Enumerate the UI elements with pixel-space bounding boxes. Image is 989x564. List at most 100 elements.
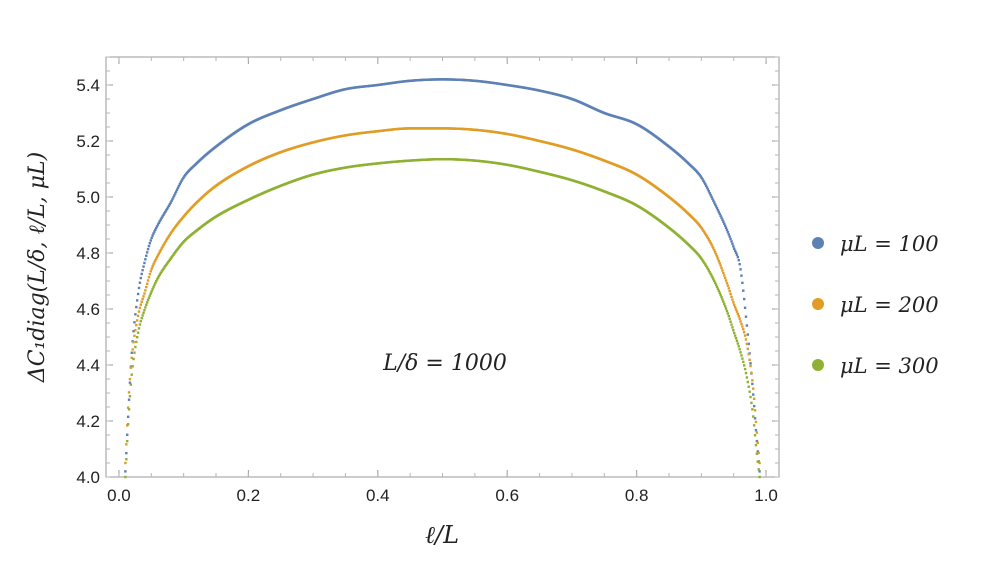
data-point	[737, 314, 740, 318]
data-point	[726, 284, 730, 287]
data-point	[126, 422, 130, 426]
data-point	[733, 334, 737, 337]
data-point	[151, 234, 154, 237]
data-point	[727, 287, 730, 290]
data-point	[702, 179, 705, 182]
data-point	[142, 311, 145, 315]
x-tick-label: 0.2	[237, 486, 261, 505]
data-point	[740, 354, 743, 357]
data-point	[721, 269, 724, 272]
data-point	[725, 281, 729, 285]
series-2	[124, 127, 761, 465]
y-axis: 4.0 4.2 4.4 4.6 4.8 5.0 5.2 5.4	[76, 56, 779, 487]
data-point	[153, 230, 156, 233]
data-point	[166, 236, 170, 239]
data-point	[719, 293, 722, 297]
data-point	[154, 281, 157, 285]
data-point	[159, 248, 162, 252]
data-point	[735, 339, 739, 343]
data-point	[129, 366, 133, 369]
data-point	[178, 183, 181, 186]
data-point	[168, 258, 172, 262]
data-point	[161, 245, 164, 249]
data-point	[749, 362, 752, 365]
data-point	[149, 270, 152, 273]
data-point	[723, 276, 727, 280]
data-point	[124, 470, 127, 473]
legend-marker	[812, 298, 824, 310]
data-point	[713, 203, 717, 206]
y-tick-label: 4.6	[76, 300, 100, 319]
data-point	[165, 207, 169, 211]
data-point	[757, 451, 760, 455]
data-point	[723, 302, 726, 306]
data-point	[130, 356, 133, 360]
data-point	[725, 228, 729, 232]
data-point	[150, 267, 153, 270]
data-point	[717, 259, 721, 263]
data-point	[720, 266, 723, 270]
data-point	[745, 342, 749, 346]
data-point	[159, 218, 162, 221]
data-point	[156, 254, 160, 257]
legend-marker	[812, 359, 824, 371]
data-point	[162, 244, 165, 247]
data-point	[736, 342, 740, 345]
data-point	[155, 278, 159, 281]
y-tick-label: 5.4	[76, 76, 100, 95]
data-point	[171, 229, 174, 232]
data-point	[751, 382, 754, 386]
data-point	[135, 340, 138, 344]
data-point	[724, 307, 728, 310]
data-point	[739, 351, 742, 354]
data-point	[173, 227, 176, 230]
data-point	[140, 272, 143, 276]
data-point	[746, 333, 750, 336]
data-point	[171, 254, 174, 258]
data-point	[136, 292, 140, 296]
data-point	[177, 184, 181, 188]
data-point	[712, 199, 715, 202]
data-point	[166, 206, 170, 209]
data-point	[704, 232, 707, 235]
data-point	[733, 305, 737, 309]
data-point	[711, 197, 714, 201]
data-point	[740, 322, 743, 326]
data-point	[742, 331, 746, 334]
data-point	[715, 285, 719, 288]
data-point	[756, 441, 759, 445]
data-point	[749, 395, 752, 399]
data-point	[125, 457, 128, 461]
data-point	[145, 254, 148, 257]
data-point	[742, 289, 745, 292]
data-point	[157, 221, 161, 224]
data-point	[732, 301, 735, 304]
data-point	[163, 242, 166, 245]
data-point	[730, 240, 733, 243]
data-point	[731, 242, 734, 246]
annotation: L/δ = 1000	[382, 351, 507, 376]
data-point	[702, 229, 705, 232]
y-tick-label: 4.0	[76, 468, 100, 487]
data-point	[135, 323, 138, 327]
data-point	[716, 287, 720, 290]
data-point	[752, 397, 756, 400]
data-point	[751, 379, 754, 382]
data-point	[164, 239, 168, 242]
data-point	[720, 296, 723, 299]
data-point	[130, 373, 133, 376]
data-point	[179, 181, 182, 184]
data-point	[135, 336, 139, 339]
data-point	[755, 431, 759, 434]
legend-marker	[812, 237, 824, 249]
y-axis-label: ΔC₁diag(L/δ, ℓ/L, μL)	[25, 152, 50, 383]
data-point	[145, 282, 149, 285]
data-point	[714, 283, 718, 287]
data-point	[150, 236, 153, 240]
data-point	[739, 320, 742, 323]
data-point	[145, 285, 148, 289]
data-point	[174, 249, 178, 253]
data-point	[703, 230, 706, 234]
data-point	[134, 313, 137, 316]
x-tick-label: 0.8	[625, 486, 649, 505]
